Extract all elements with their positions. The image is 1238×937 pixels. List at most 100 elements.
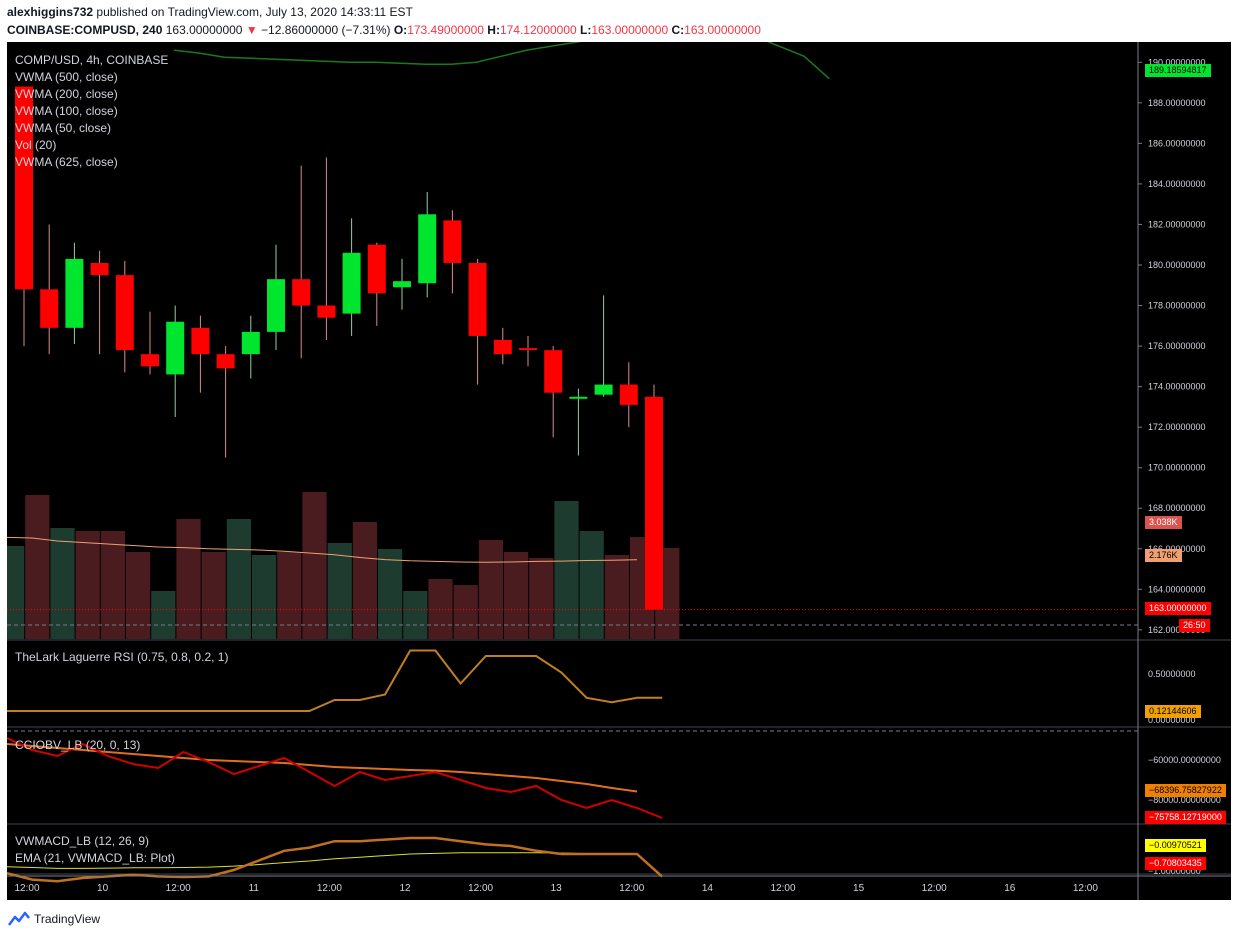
time-axis-label: 13 (551, 883, 563, 894)
legend-cciobv[interactable]: CCIOBV_LB (20, 0, 13) (15, 738, 141, 752)
time-axis-label: 10 (97, 883, 109, 894)
volume-bar (7, 546, 25, 639)
close-label: C: (671, 23, 685, 37)
last-price-tag: 163.00000000 (1145, 602, 1211, 615)
candle-down (493, 339, 512, 355)
volume-bar (252, 555, 277, 639)
volume-bar (201, 552, 226, 639)
volume-bar (453, 585, 478, 639)
volume-bar (302, 492, 327, 639)
countdown-tag: 26:50 (1179, 619, 1210, 632)
candle-down (317, 305, 336, 318)
legend-ema[interactable]: EMA (21, VWMACD_LB: Plot) (15, 851, 176, 865)
price-axis-label: 170.00000000 (1148, 463, 1206, 473)
volume-bar (25, 495, 50, 639)
volume-bar (151, 591, 176, 639)
time-axis-label: 12:00 (317, 883, 342, 894)
candle-up (166, 321, 185, 375)
candle-down (115, 275, 134, 351)
candle-down (15, 86, 33, 290)
legend-vwma-50[interactable]: VWMA (50, close) (15, 121, 112, 135)
volume-ma-line (7, 536, 638, 563)
price-axis-label: 178.00000000 (1148, 301, 1206, 311)
volume-tag: 3.038K (1145, 516, 1182, 529)
cciobv-fast-tag: −75758.12719000 (1145, 811, 1226, 824)
price-axis-label: 180.00000000 (1148, 260, 1206, 270)
chart-canvas[interactable]: 190.00000000 188.00000000 186.00000000 184.… (7, 42, 1231, 900)
laguerre-value-tag: 0.12144606 (1145, 705, 1201, 718)
published-text: published on TradingView.com, July 13, 2… (96, 5, 413, 19)
candle-up (418, 214, 437, 284)
chart-area[interactable]: 190.00000000 188.00000000 186.00000000 184.… (7, 42, 1231, 900)
volume-bar (378, 549, 403, 639)
price-axis-label: 182.00000000 (1148, 219, 1206, 229)
legend-vwmacd[interactable]: VWMACD_LB (12, 26, 9) (15, 834, 150, 848)
legend-vwma-200[interactable]: VWMA (200, close) (15, 87, 118, 101)
candle-up (267, 279, 285, 332)
low-value: 163.00000000 (591, 23, 669, 37)
time-axis-label: 11 (249, 883, 260, 894)
time-axis-label: 12:00 (619, 883, 644, 894)
down-arrow-icon: ▼ (245, 23, 258, 37)
cciobv-fast-line (7, 737, 663, 819)
price-axis-label: 172.00000000 (1148, 422, 1206, 432)
candle-up (65, 258, 84, 328)
vwmacd-value-tag: −0.70803435 (1145, 857, 1206, 870)
candle-up (594, 384, 613, 395)
high-label: H: (487, 23, 500, 37)
volume-bar (403, 591, 428, 639)
legend-vwma-625[interactable]: VWMA (625, close) (15, 155, 118, 169)
candle-down (216, 354, 235, 369)
volume-bar (126, 552, 151, 639)
vwmacd-axis-label: −1.00000000 (1148, 866, 1201, 876)
time-axis-label: 12:00 (14, 883, 39, 894)
legend-vwma-500[interactable]: VWMA (500, close) (15, 70, 118, 84)
tradingview-logo-icon[interactable] (8, 911, 30, 927)
candle-up (393, 281, 411, 288)
laguerre-rsi-line (7, 649, 663, 712)
price-axis-label: 176.00000000 (1148, 341, 1206, 351)
candle-down (544, 350, 563, 393)
publish-line: alexhiggins732 published on TradingView.… (7, 4, 413, 20)
tradingview-brand[interactable]: TradingView (34, 912, 101, 926)
volume-bar (75, 531, 100, 639)
legend-vwma-100[interactable]: VWMA (100, close) (15, 104, 118, 118)
volume-bar (100, 531, 125, 639)
price-axis-label: 186.00000000 (1148, 138, 1206, 148)
close-value: 163.00000000 (684, 23, 761, 37)
symbol-legend[interactable]: COMP/USD, 4h, COINBASE (15, 53, 169, 67)
legend-volume[interactable]: Vol (20) (15, 138, 57, 152)
chart-header: alexhiggins732 published on TradingView.… (0, 0, 1238, 42)
candle-down (619, 384, 638, 405)
price-axis-label: 166.00000000 (1148, 544, 1206, 554)
volume-ma-tag: 2.176K (1145, 549, 1182, 562)
candle-down (645, 396, 663, 610)
legend-laguerre-rsi[interactable]: TheLark Laguerre RSI (0.75, 0.8, 0.2, 1) (15, 650, 229, 664)
publisher-name[interactable]: alexhiggins732 (7, 5, 94, 19)
volume-bar (554, 501, 579, 639)
price-change: −12.86000000 (−7.31%) (261, 23, 391, 37)
ohlc-line: COINBASE:COMPUSD, 240 163.00000000 ▼ −12… (7, 22, 761, 38)
ema-value-tag: −0.00970521 (1145, 839, 1206, 852)
open-label: O: (393, 23, 408, 37)
volume-bar (327, 543, 352, 639)
cciobv-slow-line (7, 743, 638, 793)
volume-bar (604, 555, 629, 639)
cciobv-slow-tag: −68396.75827922 (1145, 784, 1226, 797)
laguerre-axis-label: 0.00000000 (1148, 715, 1196, 725)
time-axis-label: 15 (853, 883, 865, 894)
last-price: 163.00000000 (165, 23, 243, 37)
candle-down (141, 354, 159, 367)
candle-up (241, 331, 260, 355)
high-value: 174.12000000 (499, 23, 577, 37)
time-axis-label: 12:00 (166, 883, 191, 894)
symbol-label: COINBASE:COMPUSD, 240 (7, 23, 163, 37)
candle-up (569, 396, 588, 399)
volume-bar (478, 540, 503, 639)
volume-bar (579, 531, 604, 639)
vwma-price-tag: 189.18594817 (1145, 64, 1211, 77)
candle-down (519, 348, 537, 351)
price-axis-label: 174.00000000 (1148, 382, 1206, 392)
open-value: 173.49000000 (407, 23, 484, 37)
candle-down (443, 220, 462, 263)
